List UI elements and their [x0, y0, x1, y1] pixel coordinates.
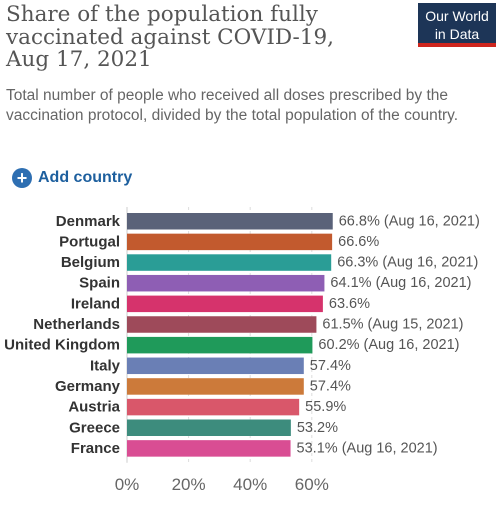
- value-label: 63.6%: [329, 296, 370, 312]
- value-label: 66.6%: [338, 234, 379, 250]
- plus-circle-icon: +: [12, 168, 32, 188]
- value-label: 60.2% (Aug 16, 2021): [318, 337, 459, 353]
- x-tick-label: 60%: [295, 475, 329, 494]
- bar[interactable]: [127, 316, 317, 333]
- bar[interactable]: [127, 419, 291, 437]
- owid-logo[interactable]: Our World in Data: [418, 3, 496, 47]
- value-label: 64.1% (Aug 16, 2021): [330, 275, 471, 291]
- logo-line: Our World: [425, 8, 489, 24]
- add-country-label: Add country: [38, 169, 133, 186]
- add-country-button[interactable]: + Add country: [12, 167, 132, 189]
- bar[interactable]: [127, 233, 333, 251]
- x-tick-label: 40%: [233, 475, 267, 494]
- category-label: Ireland: [71, 295, 120, 312]
- x-tick-label: 0%: [115, 475, 140, 494]
- value-label: 55.9%: [305, 399, 346, 415]
- value-label: 61.5% (Aug 15, 2021): [322, 317, 463, 333]
- x-tick-label: 20%: [172, 475, 206, 494]
- value-label: 57.4%: [310, 358, 351, 374]
- category-label: Belgium: [61, 254, 120, 271]
- category-label: Italy: [90, 357, 121, 374]
- category-label: Spain: [79, 275, 120, 292]
- chart-title: Share of the population fully vaccinated…: [6, 2, 406, 72]
- bar[interactable]: [127, 398, 300, 416]
- title-line: Share of the population fully: [6, 2, 318, 27]
- bar[interactable]: [127, 213, 333, 230]
- category-label: Austria: [68, 399, 120, 416]
- title-line: vaccinated against COVID-19,: [6, 24, 334, 50]
- logo-line: in Data: [434, 26, 480, 42]
- value-label: 53.1% (Aug 16, 2021): [297, 440, 438, 456]
- bar[interactable]: [127, 336, 313, 354]
- bar[interactable]: [127, 357, 304, 375]
- bar[interactable]: [127, 378, 304, 395]
- category-label: Denmark: [56, 213, 121, 230]
- category-label: Greece: [69, 419, 120, 436]
- bar[interactable]: [127, 440, 291, 457]
- bar[interactable]: [127, 295, 323, 313]
- category-label: United Kingdom: [4, 337, 120, 354]
- value-label: 66.8% (Aug 16, 2021): [339, 213, 480, 229]
- value-label: 66.3% (Aug 16, 2021): [337, 255, 478, 271]
- category-label: Germany: [55, 378, 121, 395]
- bar[interactable]: [127, 274, 325, 292]
- category-label: Portugal: [59, 233, 120, 250]
- chart-subtitle: Total number of people who received all …: [6, 87, 459, 124]
- bar-chart: Denmark 66.8% (Aug 16, 2021) Portugal 66.6%…: [4, 207, 480, 494]
- value-label: 57.4%: [310, 378, 351, 394]
- value-label: 53.2%: [297, 420, 338, 436]
- category-label: France: [71, 440, 120, 457]
- bar[interactable]: [127, 254, 332, 271]
- category-label: Netherlands: [33, 316, 120, 333]
- title-line: Aug 17, 2021: [6, 47, 152, 72]
